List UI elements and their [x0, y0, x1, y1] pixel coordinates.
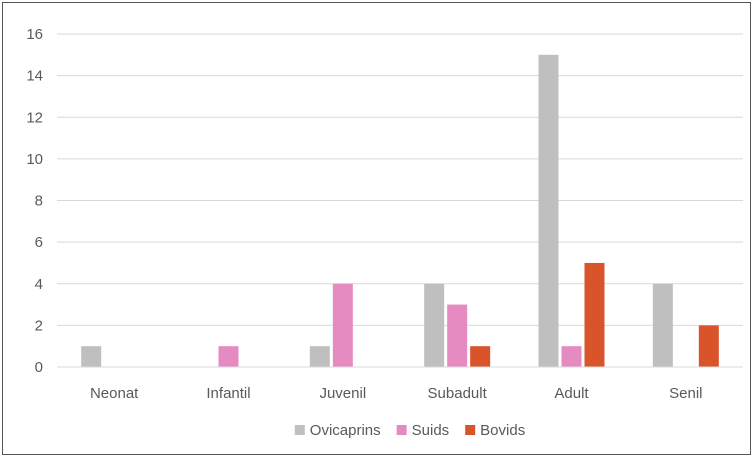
y-tick-label: 10: [26, 151, 43, 168]
bar-bovids-subadult: [470, 346, 491, 367]
x-category-label: Senil: [669, 385, 702, 402]
bar-ovicaprins-senil: [652, 283, 673, 367]
y-tick-label: 4: [35, 276, 43, 293]
x-category-label: Adult: [554, 385, 589, 402]
legend-swatch-bovids: [465, 425, 476, 435]
bar-suids-juvenil: [332, 283, 353, 367]
bar-bovids-adult: [584, 262, 605, 367]
x-category-label: Infantil: [206, 385, 250, 402]
chart-frame: 0 2 4 6 8 10 12 14 16 Neonat Infantil Juvenil Subad…: [2, 2, 751, 455]
y-tick-label: 0: [35, 359, 43, 376]
bar-ovicaprins-juvenil: [309, 346, 330, 367]
bar-ovicaprins-neonat: [81, 346, 102, 367]
y-tick-label: 14: [26, 68, 43, 85]
bar-suids-subadult: [447, 304, 468, 367]
x-category-label: Subadult: [428, 385, 488, 402]
bar-ovicaprins-subadult: [424, 283, 445, 367]
x-category-label: Neonat: [90, 385, 139, 402]
bar-ovicaprins-adult: [538, 54, 559, 367]
bars: [81, 54, 719, 367]
bar-bovids-senil: [698, 325, 719, 367]
bar-suids-infantil: [218, 346, 239, 367]
gridlines: [57, 33, 743, 326]
legend: Ovicaprins Suids Bovids: [294, 422, 525, 439]
legend-swatch-ovicaprins: [294, 425, 305, 435]
y-axis-ticks: 0 2 4 6 8 10 12 14 16: [26, 26, 43, 376]
y-tick-label: 12: [26, 109, 43, 126]
x-axis-categories: Neonat Infantil Juvenil Subadult Adult Senil: [90, 385, 703, 402]
y-tick-label: 6: [35, 234, 43, 251]
y-tick-label: 8: [35, 193, 43, 210]
y-tick-label: 2: [35, 317, 43, 334]
legend-label-ovicaprins: Ovicaprins: [310, 422, 381, 439]
legend-label-bovids: Bovids: [480, 422, 525, 439]
legend-label-suids: Suids: [412, 422, 450, 439]
bar-suids-adult: [561, 346, 582, 367]
y-tick-label: 16: [26, 26, 43, 43]
x-category-label: Juvenil: [319, 385, 366, 402]
legend-swatch-suids: [396, 425, 407, 435]
bar-chart: 0 2 4 6 8 10 12 14 16 Neonat Infantil Juvenil Subad…: [26, 26, 743, 439]
